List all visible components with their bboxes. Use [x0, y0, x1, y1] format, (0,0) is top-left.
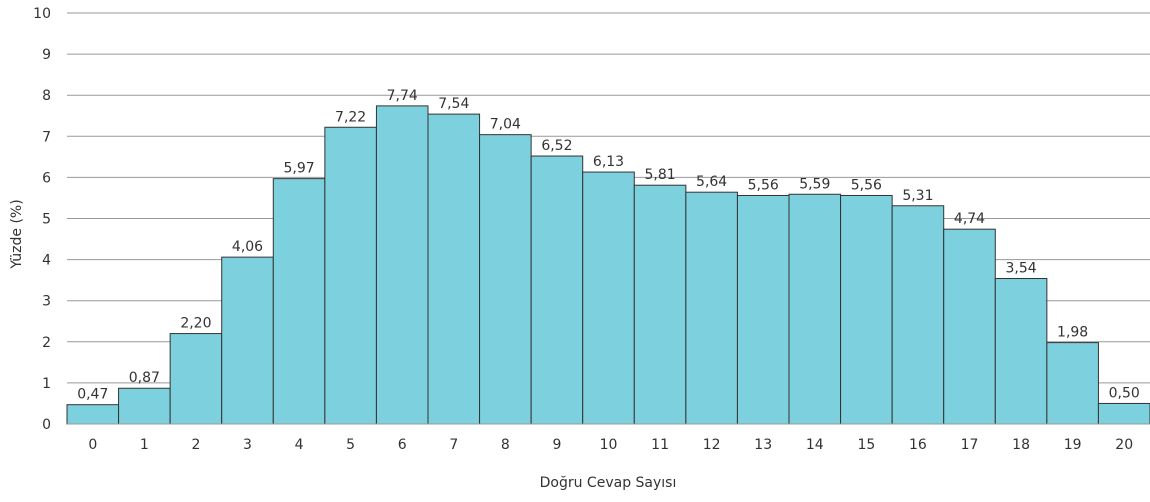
y-tick-label: 10: [33, 6, 51, 22]
x-tick-label: 4: [295, 437, 304, 453]
x-tick-label: 1: [140, 437, 149, 453]
data-label: 7,22: [335, 109, 366, 125]
data-labels: 0,47 0,87 2,20 4,06 5,97 7,22 7,74 7,54 7,04 6,52…: [77, 88, 1140, 403]
x-tick-label: 19: [1064, 437, 1082, 453]
bar: [530, 155, 584, 425]
x-tick-label: 17: [961, 437, 979, 453]
bar: [994, 278, 1048, 425]
bar: [479, 134, 532, 425]
data-label: 0,50: [1109, 385, 1140, 401]
data-label: 4,74: [954, 211, 985, 227]
data-label: 5,97: [283, 161, 314, 177]
data-label: 5,56: [851, 177, 882, 193]
y-tick-label: 6: [42, 170, 51, 186]
bar: [633, 184, 687, 425]
x-axis-title: Doğru Cevap Sayısı: [540, 475, 677, 491]
data-label: 3,54: [1005, 261, 1036, 277]
data-label: 0,87: [129, 370, 160, 386]
x-tick-labels: 0 1 2 3 4 5 6 7 8 9 10 11 12 13 14 15 16 17 18 19 20: [88, 437, 1133, 453]
data-label: 5,64: [696, 174, 727, 190]
y-tick-label: 0: [42, 417, 51, 433]
y-tick-label: 8: [42, 88, 51, 104]
y-tick-label: 7: [42, 129, 51, 145]
y-tick-label: 2: [42, 335, 51, 351]
x-tick-label: 9: [552, 437, 561, 453]
x-tick-label: 6: [398, 437, 407, 453]
x-tick-label: 16: [909, 437, 927, 453]
data-label: 7,04: [490, 117, 521, 133]
x-tick-label: 7: [449, 437, 458, 453]
bar: [1097, 402, 1150, 425]
data-label: 2,20: [180, 316, 211, 332]
data-label: 6,52: [541, 138, 572, 154]
x-tick-label: 14: [806, 437, 824, 453]
bar: [840, 194, 893, 425]
y-tick-label: 5: [42, 212, 51, 228]
bar: [375, 105, 429, 425]
bar: [788, 193, 842, 425]
bar: [324, 126, 377, 425]
data-label: 7,74: [387, 88, 418, 104]
data-label: 5,31: [902, 188, 933, 204]
y-tick-label: 3: [42, 294, 51, 310]
data-label: 7,54: [438, 96, 469, 112]
data-label: 5,81: [644, 167, 675, 183]
y-tick-label: 9: [42, 47, 51, 63]
y-tick-labels: 0 1 2 3 4 5 6 7 8 9 10: [33, 6, 51, 433]
data-label: 5,59: [799, 176, 830, 192]
bar: [169, 333, 223, 425]
data-label: 1,98: [1057, 325, 1088, 341]
x-tick-label: 20: [1115, 437, 1133, 453]
x-tick-label: 0: [88, 437, 97, 453]
bar: [272, 178, 326, 425]
bar: [943, 228, 996, 425]
y-tick-label: 1: [42, 376, 51, 392]
x-tick-label: 12: [703, 437, 721, 453]
y-tick-label: 4: [42, 253, 51, 269]
data-label: 6,13: [593, 154, 624, 170]
bar: [66, 404, 120, 425]
bar: [427, 113, 481, 425]
x-tick-label: 8: [501, 437, 510, 453]
bar: [685, 191, 738, 425]
x-tick-label: 18: [1012, 437, 1030, 453]
data-label: 0,47: [77, 387, 108, 403]
x-tick-label: 15: [857, 437, 875, 453]
x-tick-label: 11: [651, 437, 669, 453]
bar: [221, 256, 274, 425]
bar: [891, 205, 945, 425]
x-tick-label: 5: [346, 437, 355, 453]
bars: [66, 105, 1150, 425]
data-label: 5,56: [748, 177, 779, 193]
x-tick-label: 10: [600, 437, 618, 453]
y-axis-title: Yüzde (%): [9, 199, 25, 269]
bar: [1046, 342, 1099, 425]
bar: [118, 387, 171, 425]
data-label: 4,06: [232, 239, 263, 255]
bar: [582, 171, 635, 425]
bar: [736, 194, 790, 425]
x-tick-label: 13: [754, 437, 772, 453]
x-tick-label: 3: [243, 437, 252, 453]
x-tick-label: 2: [191, 437, 200, 453]
